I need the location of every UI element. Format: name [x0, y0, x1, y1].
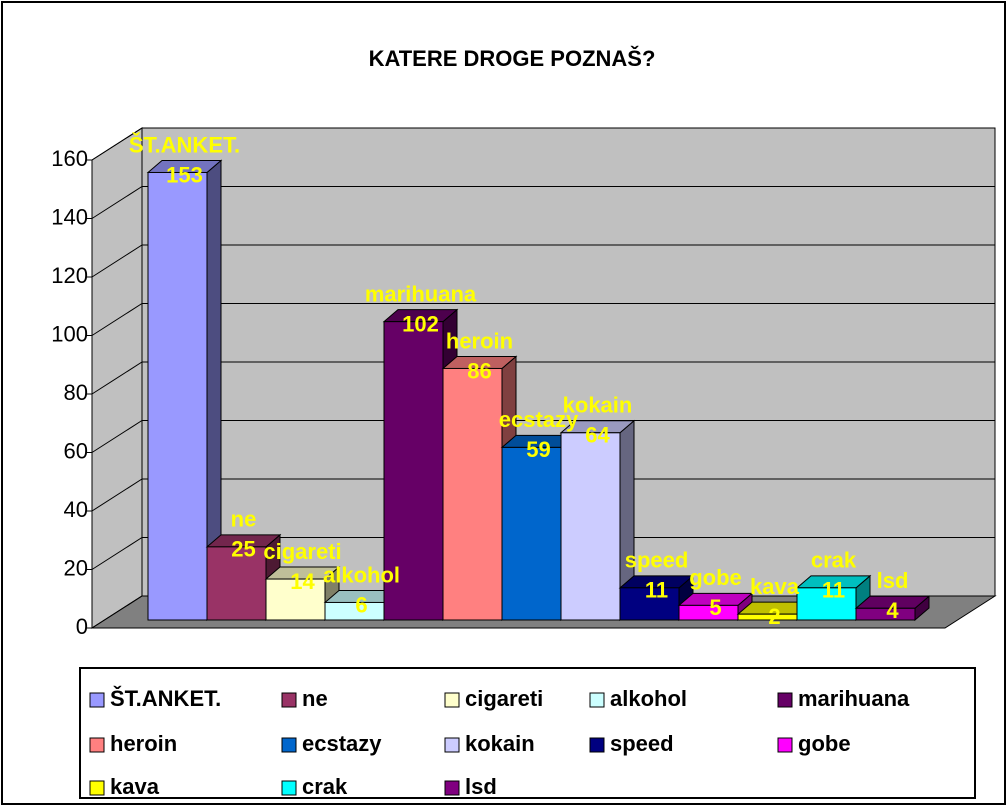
legend-swatch — [444, 737, 460, 753]
legend-label: ecstazy — [302, 731, 382, 756]
legend-box — [79, 667, 976, 799]
legend-swatch — [89, 737, 105, 753]
bar — [501, 446, 562, 621]
y-tick-label: 40 — [64, 497, 88, 522]
grid-line — [91, 478, 995, 512]
legend-label: kokain — [465, 731, 535, 756]
legend-label: alkohol — [610, 686, 687, 711]
y-tick-label: 0 — [76, 614, 88, 639]
legend-swatch — [777, 692, 793, 708]
data-label: 4 — [886, 598, 899, 623]
y-tick-label: 100 — [51, 321, 88, 346]
legend-label: cigareti — [465, 686, 543, 711]
y-tick-label: 140 — [51, 204, 88, 229]
data-label-name: heroin — [446, 328, 513, 353]
legend-swatch — [589, 737, 605, 753]
bar — [560, 432, 621, 621]
data-label-name: ne — [231, 507, 257, 532]
data-label: 2 — [768, 604, 780, 629]
y-tick-label: 120 — [51, 263, 88, 288]
legend-label: kava — [110, 774, 160, 799]
legend-label: heroin — [110, 731, 177, 756]
bar — [796, 587, 857, 621]
bar — [206, 546, 267, 621]
legend-label: ŠT.ANKET. — [110, 686, 221, 711]
y-tick-label: 20 — [64, 555, 88, 580]
legend-label: ne — [302, 686, 328, 711]
chart-title: KATERE DROGE POZNAŠ? — [369, 46, 656, 71]
bar — [855, 607, 916, 621]
data-label: 86 — [467, 358, 491, 383]
bar — [265, 578, 326, 621]
y-tick-label: 80 — [64, 380, 88, 405]
legend-swatch — [777, 737, 793, 753]
data-label-name: kokain — [563, 393, 633, 418]
data-label-name: ecstazy — [499, 407, 579, 432]
data-label-name: alkohol — [323, 562, 400, 587]
legend-label: gobe — [798, 731, 851, 756]
data-label: 14 — [290, 569, 315, 594]
legend-label: lsd — [465, 774, 497, 799]
legend-swatch — [89, 692, 105, 708]
data-label-name: lsd — [877, 568, 909, 593]
data-label-name: ŠT.ANKET. — [129, 132, 240, 157]
data-label: 25 — [231, 537, 255, 562]
legend-label: speed — [610, 731, 674, 756]
legend-swatch — [89, 780, 105, 796]
legend-label: crak — [302, 774, 348, 799]
data-label-name: cigareti — [263, 539, 341, 564]
grid-line — [91, 420, 995, 453]
legend-swatch — [589, 692, 605, 708]
legend-swatch — [444, 780, 460, 796]
y-tick-label: 160 — [51, 146, 88, 171]
legend-swatch — [281, 780, 297, 796]
y-tick-label: 60 — [64, 438, 88, 463]
grid-line — [91, 303, 995, 336]
grid-line — [91, 361, 995, 395]
legend-swatch — [444, 692, 460, 708]
data-label: 5 — [709, 595, 721, 620]
grid-line — [91, 127, 995, 161]
legend-swatch — [281, 692, 297, 708]
data-label: 11 — [645, 578, 668, 603]
data-label-name: marihuana — [365, 281, 477, 306]
data-label: 64 — [585, 423, 610, 448]
grid-line — [91, 244, 995, 278]
data-label: 11 — [822, 578, 845, 603]
data-label-name: kava — [750, 574, 800, 599]
data-label: 59 — [526, 437, 550, 462]
data-label: 6 — [355, 592, 367, 617]
bar — [678, 604, 739, 621]
data-label: 153 — [166, 162, 203, 187]
bar — [147, 171, 208, 621]
grid-line — [91, 537, 995, 570]
legend-label: marihuana — [798, 686, 910, 711]
data-label-name: gobe — [689, 565, 742, 590]
bar — [442, 367, 503, 621]
bar — [619, 587, 680, 621]
data-label: 102 — [402, 311, 439, 336]
legend-swatch — [281, 737, 297, 753]
data-label-name: speed — [625, 548, 689, 573]
grid-line — [91, 186, 995, 219]
data-label-name: crak — [811, 548, 857, 573]
